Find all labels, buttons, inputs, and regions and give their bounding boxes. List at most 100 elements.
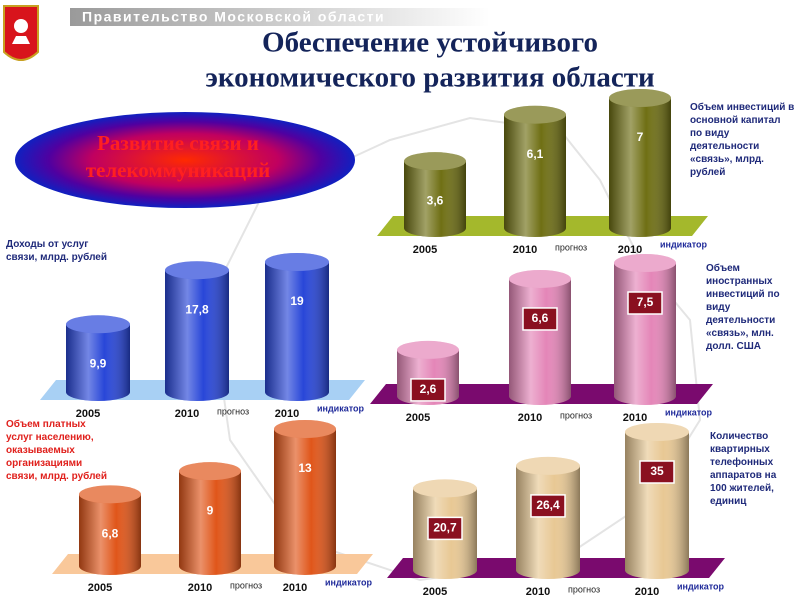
cylinder-shine [79,494,141,575]
cylinder-shine [265,262,329,401]
x-tick-label: 2010 [635,586,659,598]
cylinder-shine [509,278,571,405]
cylinder-top-shine [509,269,571,288]
x-tick-label: 2005 [423,586,447,598]
chart-title: Объем платных услуг населению, оказываем… [6,419,107,482]
value-label: 7,5 [637,295,654,309]
cylinder-top-shine [504,105,566,124]
value-label: 35 [650,464,664,478]
x-tick-label: 2010 [513,244,537,256]
x-tick-label: 2010 [275,408,299,420]
x-tick-label: 2010 [623,412,647,424]
value-label: 17,8 [185,302,209,316]
cylinder-shine [179,471,241,575]
value-label: 9 [207,503,214,517]
cylinder-top [179,462,241,481]
cylinder-top-shine [413,479,477,498]
cylinder-shine [66,324,130,401]
cylinder-top [609,89,671,107]
cylinder-top-shine [265,253,329,271]
cylinder-top [413,479,477,498]
coat-of-arms [3,5,39,61]
chart-title: Объем иностранных инвестиций по виду дея… [706,263,780,352]
value-label: 9,9 [90,356,107,370]
cylinder-top [66,315,130,334]
value-box [522,307,558,331]
x-tick-label: 2010 [618,244,642,256]
cylinder-top [614,254,676,272]
indicator-note: индикатор [677,581,725,591]
cylinder-top-shine [165,261,229,280]
cylinder-top-shine [516,456,580,475]
chart-title: Количество квартирных телефонных аппарат… [710,431,777,507]
x-tick-label: 2010 [283,582,307,594]
forecast-note: прогноз [230,580,262,590]
x-tick-label: 2005 [76,408,100,420]
indicator-note: индикатор [317,403,365,413]
cylinder-shine [516,465,580,579]
value-label: 2,6 [420,382,437,396]
value-label: 6,8 [102,527,119,541]
cylinder-top [504,105,566,124]
value-label: 19 [290,294,304,308]
x-tick-label: 2010 [518,412,542,424]
cylinder-top-shine [404,152,466,171]
indicator-note: индикатор [665,407,713,417]
forecast-note: прогноз [560,410,592,420]
cylinder-shine [404,161,466,237]
cylinder-top-shine [79,485,141,504]
cylinder-shine [625,432,689,579]
cylinder-top-shine [625,423,689,441]
forecast-note: прогноз [555,242,587,252]
value-label: 26,4 [536,498,560,512]
slide-title: экономического развития области [205,62,654,94]
value-box [427,516,463,541]
value-box [627,291,663,315]
cylinder-shine [614,263,676,405]
badge-text: Развитие связи и [97,131,259,155]
x-tick-label: 2010 [188,582,212,594]
x-tick-label: 2010 [175,408,199,420]
value-label: 6,1 [527,147,544,161]
cylinder-top [165,261,229,280]
cylinder-top-shine [179,462,241,481]
forecast-note: прогноз [568,584,600,594]
value-label: 13 [298,461,312,475]
cylinder-shine [609,98,671,237]
value-label: 7 [637,130,644,144]
chart-title: Объем инвестиций в основной капитал по в… [690,102,795,178]
cylinder-top-shine [614,254,676,272]
cylinder-top [509,269,571,288]
cylinder-top-shine [609,89,671,107]
header-bar [70,8,490,26]
cylinder-top-shine [397,340,459,359]
value-box [530,494,566,518]
cylinder-top-shine [274,420,336,438]
indicator-note: индикатор [660,239,708,249]
x-tick-label: 2005 [406,412,430,424]
x-tick-label: 2010 [526,586,550,598]
forecast-note: прогноз [217,406,249,416]
cylinder-top [274,420,336,438]
value-label: 3,6 [427,193,444,207]
indicator-note: индикатор [325,577,373,587]
cylinder-top [397,340,459,359]
badge-text: телекоммуникаций [86,158,271,182]
x-tick-label: 2005 [413,244,437,256]
value-box [639,460,675,484]
cylinder-top [625,423,689,441]
cylinder-top [516,456,580,475]
cylinder-top [79,485,141,504]
cylinder-top [404,152,466,171]
x-tick-label: 2005 [88,582,112,594]
org-name: Правительство Московской области [82,9,385,25]
cylinder-shine [165,270,229,401]
value-label: 6,6 [532,311,549,325]
value-box [410,378,446,402]
cylinder-top-shine [66,315,130,334]
value-label: 20,7 [433,521,457,535]
badge-oval [15,112,355,208]
cylinder-shine [504,114,566,237]
